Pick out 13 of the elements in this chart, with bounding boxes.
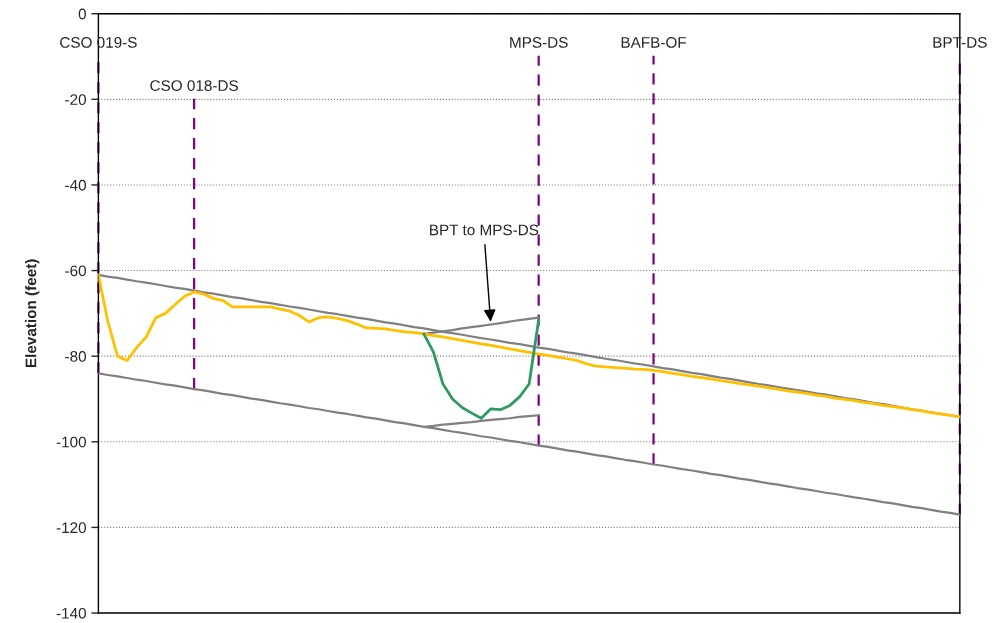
x-tick-label: BAFB-OF	[621, 37, 687, 48]
y-tick-label: -100	[56, 436, 86, 448]
y-axis-title: Elevation (feet)	[25, 259, 40, 368]
y-tick-label: -80	[65, 351, 86, 362]
text: BPT to MPS-DS	[430, 224, 539, 236]
x-tick-label: CSO 018-DS	[150, 80, 238, 91]
y-tick-label: 0	[78, 8, 86, 20]
x-tick-label: MPS-DS	[510, 37, 568, 48]
y-tick-label: -40	[65, 179, 86, 191]
y-tick-label: -20	[65, 94, 86, 106]
y-tick-label: -120	[56, 522, 86, 534]
y-tick-label: -140	[56, 607, 86, 619]
y-tick-label: -60	[65, 265, 86, 277]
